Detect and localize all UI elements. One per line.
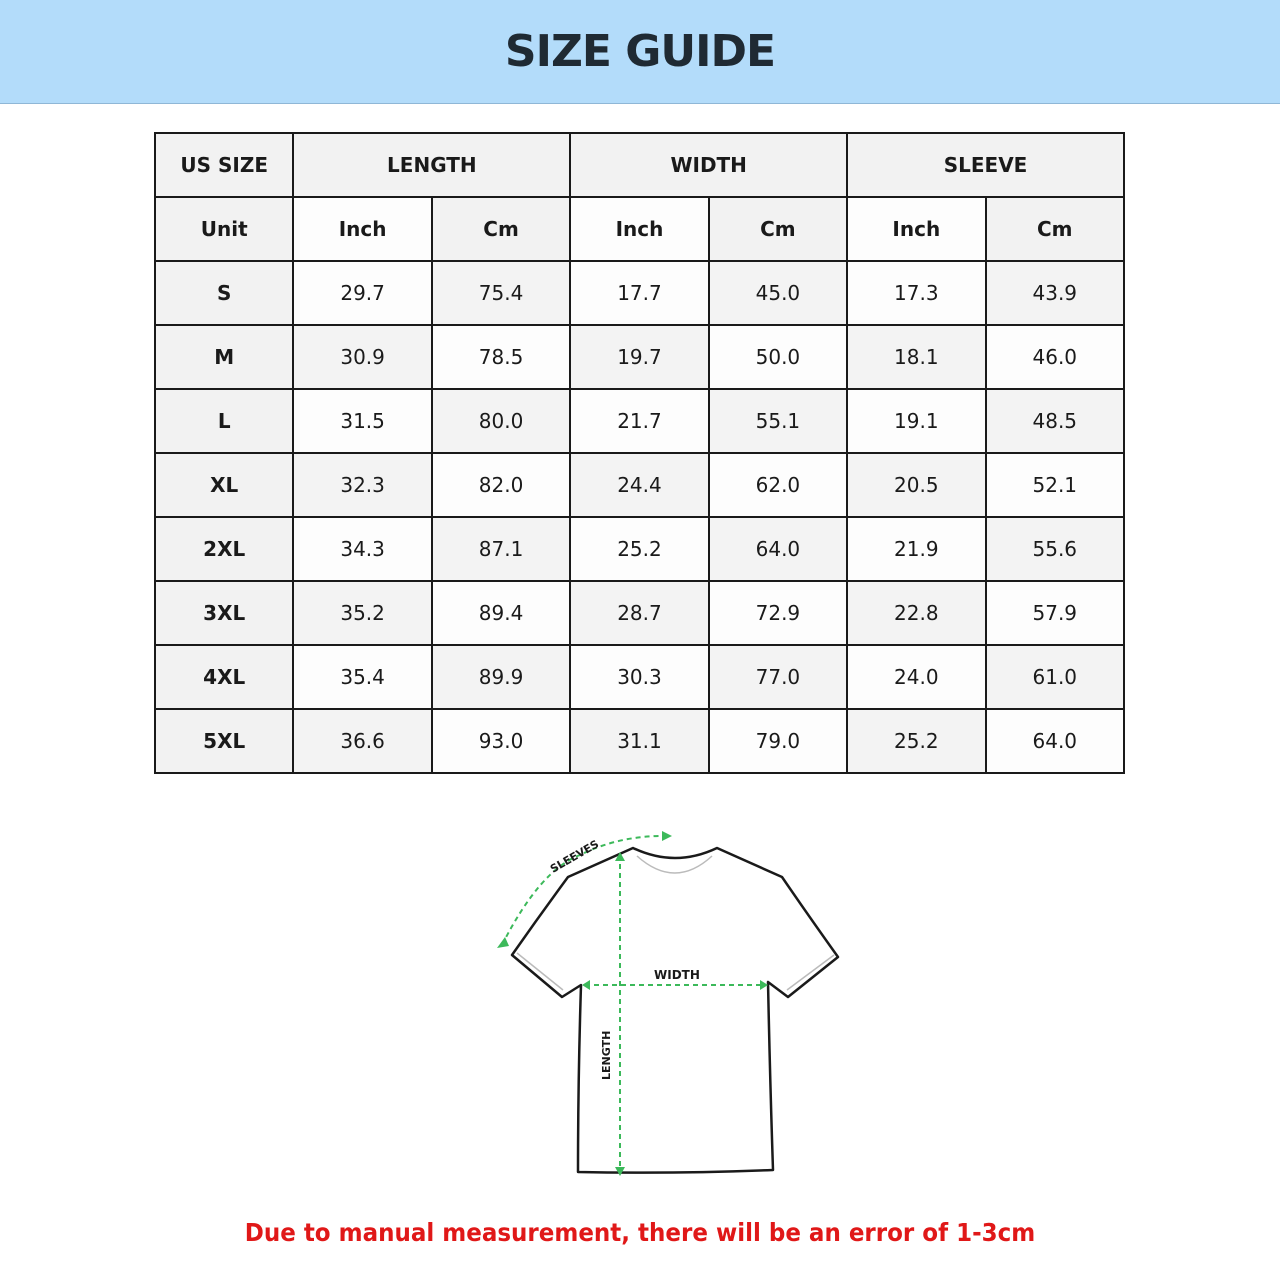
unit-cell: Inch (846, 196, 987, 262)
table-row: 3XL 35.2 89.4 28.7 72.9 22.8 57.9 (153, 580, 1126, 646)
right-cuff-line (786, 954, 835, 991)
measurement-note: Due to manual measurement, there will be… (244, 1218, 1036, 1247)
unit-cell: Inch (292, 196, 433, 262)
value-cell: 55.1 (707, 388, 849, 454)
title-banner: SIZE GUIDE (0, 0, 1280, 104)
value-cell: 17.3 (846, 260, 987, 326)
size-cell: 4XL (153, 644, 295, 710)
value-cell: 89.9 (430, 644, 572, 710)
value-cell: 64.0 (707, 516, 849, 582)
value-cell: 46.0 (984, 324, 1126, 390)
value-cell: 36.6 (292, 708, 433, 774)
width-label: WIDTH (654, 968, 700, 982)
value-cell: 32.3 (292, 452, 433, 518)
table-row: L 31.5 80.0 21.7 55.1 19.1 48.5 (153, 388, 1126, 454)
value-cell: 21.7 (569, 388, 710, 454)
value-cell: 20.5 (846, 452, 987, 518)
header-length: LENGTH (292, 132, 572, 198)
table-row: 4XL 35.4 89.9 30.3 77.0 24.0 61.0 (153, 644, 1126, 710)
value-cell: 25.2 (846, 708, 987, 774)
collar-line (636, 855, 713, 874)
value-cell: 82.0 (430, 452, 572, 518)
value-cell: 61.0 (984, 644, 1126, 710)
value-cell: 30.3 (569, 644, 710, 710)
value-cell: 35.2 (292, 580, 433, 646)
value-cell: 48.5 (984, 388, 1126, 454)
size-cell: XL (153, 452, 295, 518)
length-label: LENGTH (600, 1031, 613, 1080)
unit-cell: Inch (569, 196, 710, 262)
value-cell: 35.4 (292, 644, 433, 710)
value-cell: 34.3 (292, 516, 433, 582)
unit-cell: Cm (430, 196, 572, 262)
header-width: WIDTH (569, 132, 849, 198)
value-cell: 57.9 (984, 580, 1126, 646)
unit-label: Unit (153, 196, 295, 262)
value-cell: 72.9 (707, 580, 849, 646)
value-cell: 62.0 (707, 452, 849, 518)
value-cell: 45.0 (707, 260, 849, 326)
value-cell: 19.7 (569, 324, 710, 390)
value-cell: 79.0 (707, 708, 849, 774)
size-table: US SIZE LENGTH WIDTH SLEEVE Unit Inch Cm… (153, 132, 1126, 774)
size-cell: 5XL (153, 708, 295, 774)
header-us-size: US SIZE (153, 132, 295, 198)
value-cell: 17.7 (569, 260, 710, 326)
value-cell: 78.5 (430, 324, 572, 390)
value-cell: 19.1 (846, 388, 987, 454)
arrow-heads (497, 831, 768, 1176)
size-cell: M (153, 324, 295, 390)
value-cell: 87.1 (430, 516, 572, 582)
value-cell: 18.1 (846, 324, 987, 390)
value-cell: 80.0 (430, 388, 572, 454)
value-cell: 24.0 (846, 644, 987, 710)
size-cell: L (153, 388, 295, 454)
table-row: 2XL 34.3 87.1 25.2 64.0 21.9 55.6 (153, 516, 1126, 582)
value-cell: 75.4 (430, 260, 572, 326)
value-cell: 93.0 (430, 708, 572, 774)
table-row: 5XL 36.6 93.0 31.1 79.0 25.2 64.0 (153, 708, 1126, 774)
size-cell: 3XL (153, 580, 295, 646)
table-row: M 30.9 78.5 19.7 50.0 18.1 46.0 (153, 324, 1126, 390)
value-cell: 77.0 (707, 644, 849, 710)
value-cell: 22.8 (846, 580, 987, 646)
unit-row: Unit Inch Cm Inch Cm Inch Cm (153, 196, 1126, 262)
value-cell: 25.2 (569, 516, 710, 582)
sleeves-arrow (501, 834, 669, 946)
value-cell: 55.6 (984, 516, 1126, 582)
value-cell: 24.4 (569, 452, 710, 518)
size-cell: S (153, 260, 295, 326)
value-cell: 29.7 (292, 260, 433, 326)
group-header-row: US SIZE LENGTH WIDTH SLEEVE (153, 132, 1125, 198)
value-cell: 89.4 (430, 580, 572, 646)
header-sleeve: SLEEVE (846, 132, 1125, 198)
page-title: SIZE GUIDE (504, 26, 776, 77)
size-cell: 2XL (153, 516, 295, 582)
table-row: S 29.7 75.4 17.7 45.0 17.3 43.9 (153, 260, 1126, 326)
left-cuff-line (516, 952, 564, 991)
unit-cell: Cm (984, 196, 1126, 262)
measure-arrows (501, 834, 765, 1172)
value-cell: 50.0 (707, 324, 849, 390)
value-cell: 31.5 (292, 388, 433, 454)
value-cell: 31.1 (569, 708, 710, 774)
value-cell: 64.0 (984, 708, 1126, 774)
value-cell: 52.1 (984, 452, 1126, 518)
value-cell: 43.9 (984, 260, 1126, 326)
table-row: XL 32.3 82.0 24.4 62.0 20.5 52.1 (153, 452, 1126, 518)
value-cell: 30.9 (292, 324, 433, 390)
value-cell: 21.9 (846, 516, 987, 582)
unit-cell: Cm (707, 196, 849, 262)
tshirt-outline (510, 846, 840, 1174)
value-cell: 28.7 (569, 580, 710, 646)
